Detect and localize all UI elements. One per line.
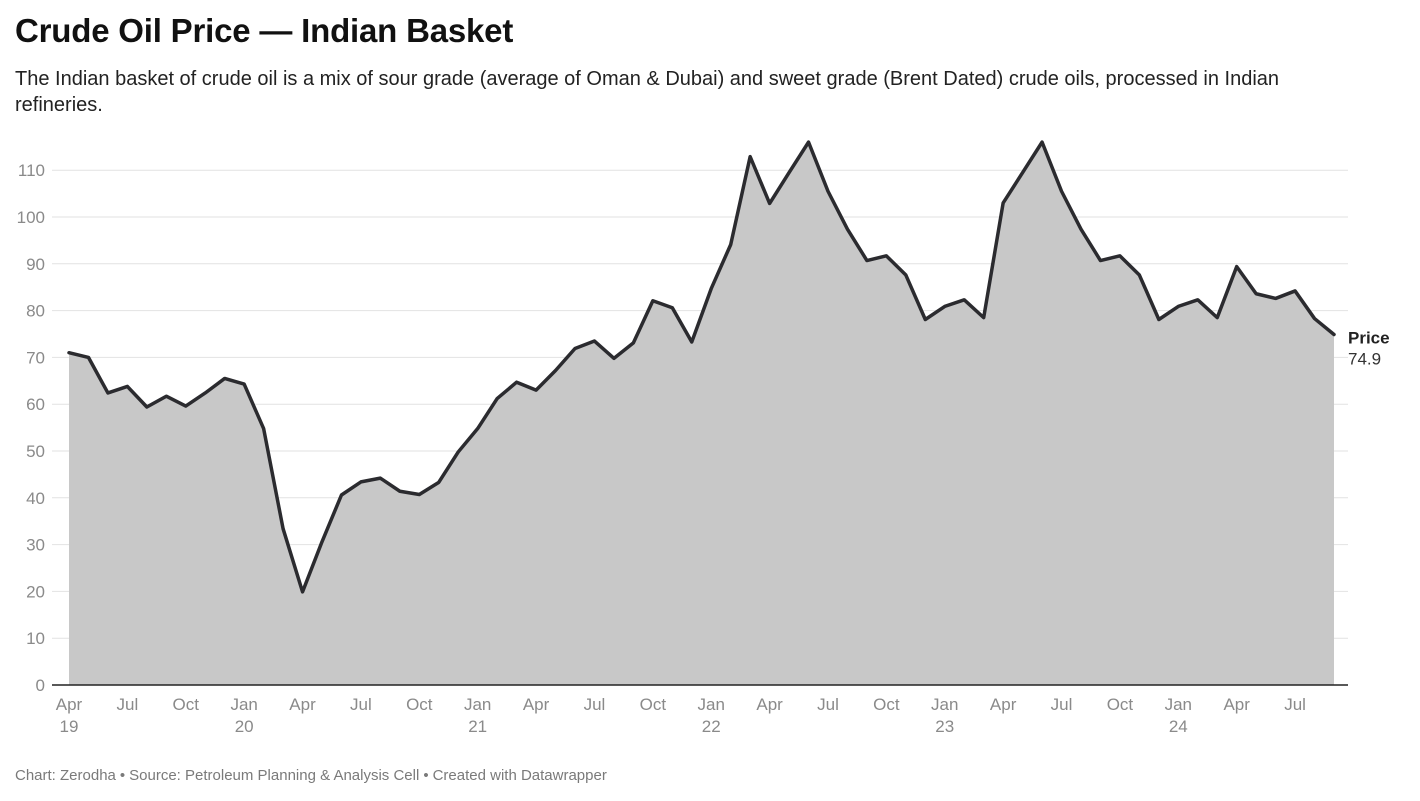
y-tick-label-0: 0 (36, 676, 45, 695)
x-axis-tick-labels: Apr 19 Jul Oct Jan 20 Apr Jul Oct Jan 21 Apr Jul Oct J… (56, 695, 1306, 736)
datawrapper-credit: Created with Datawrapper (432, 767, 607, 784)
x-tick-label-0-year: 19 (60, 717, 79, 736)
x-tick-label-2: Oct (173, 695, 200, 714)
y-tick-label-80: 80 (26, 302, 45, 321)
x-tick-label-16: Apr (990, 695, 1017, 714)
series-last-value-label: 74.9 (1348, 349, 1381, 368)
area-chart: 0 10 20 30 40 50 60 70 80 90 100 110 Apr 19 Jul Oct Jan… (17, 140, 1390, 736)
x-tick-label-15-year: 23 (935, 717, 954, 736)
x-tick-label-7: Jan (464, 695, 491, 714)
x-tick-label-5: Jul (350, 695, 372, 714)
x-tick-label-10: Oct (640, 695, 667, 714)
x-tick-label-14: Oct (873, 695, 900, 714)
y-axis-tick-labels: 0 10 20 30 40 50 60 70 80 90 100 110 (17, 161, 45, 695)
y-tick-label-100: 100 (17, 208, 45, 227)
x-tick-label-20: Apr (1223, 695, 1250, 714)
x-tick-label-6: Oct (406, 695, 433, 714)
y-tick-label-40: 40 (26, 489, 45, 508)
source-credit: Source: Petroleum Planning & Analysis Ce… (129, 767, 420, 784)
x-tick-label-19-year: 24 (1169, 717, 1188, 736)
chart-title: Crude Oil Price — Indian Basket (15, 12, 514, 49)
x-tick-label-0: Apr (56, 695, 83, 714)
y-tick-label-10: 10 (26, 629, 45, 648)
x-tick-label-7-year: 21 (468, 717, 487, 736)
x-tick-label-9: Jul (584, 695, 606, 714)
x-tick-label-11-year: 22 (702, 717, 721, 736)
x-tick-label-19: Jan (1165, 695, 1192, 714)
price-line (67, 140, 1336, 594)
x-tick-label-17: Jul (1051, 695, 1073, 714)
x-tick-label-13: Jul (817, 695, 839, 714)
x-tick-label-4: Apr (289, 695, 316, 714)
y-tick-label-50: 50 (26, 442, 45, 461)
x-tick-label-15: Jan (931, 695, 958, 714)
chart-subtitle: The Indian basket of crude oil is a mix … (15, 68, 1280, 116)
x-tick-label-1: Jul (117, 695, 139, 714)
y-tick-label-70: 70 (26, 348, 45, 367)
series-name-label: Price (1348, 328, 1390, 347)
x-tick-label-11: Jan (698, 695, 725, 714)
y-tick-label-90: 90 (26, 255, 45, 274)
x-tick-label-8: Apr (523, 695, 550, 714)
y-tick-label-110: 110 (18, 161, 45, 180)
x-tick-label-3: Jan (230, 695, 257, 714)
series-end-label: Price 74.9 (1348, 328, 1390, 368)
chart-credit: Chart: Zerodha (15, 767, 116, 784)
x-tick-label-18: Oct (1107, 695, 1134, 714)
x-tick-label-12: Apr (756, 695, 783, 714)
y-tick-label-60: 60 (26, 395, 45, 414)
price-area (69, 142, 1334, 685)
x-tick-label-21: Jul (1284, 695, 1306, 714)
chart-footer: Chart: Zerodha • Source: Petroleum Plannin… (15, 767, 607, 784)
x-tick-label-3-year: 20 (235, 717, 254, 736)
y-tick-label-20: 20 (26, 582, 45, 601)
y-tick-label-30: 30 (26, 536, 45, 555)
